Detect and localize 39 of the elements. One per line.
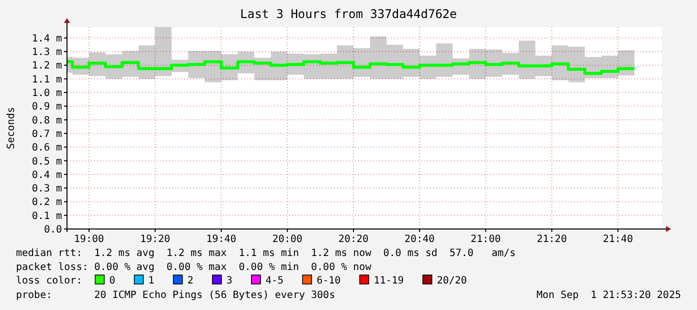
text: packet loss: 0.00 % avg 0.00 % max 0.00 % min 0.00 % now: [16, 262, 372, 273]
text: probe: 20 ICMP Echo Pings (56 Bytes) every 300s: [16, 290, 336, 301]
y-axis-title: Seconds: [6, 106, 17, 150]
chart-title: Last 3 Hours from 337da44d762e: [240, 7, 457, 21]
text: 6-10: [316, 276, 341, 286]
x-tick-label: 19:00: [74, 234, 104, 245]
text: Mon Sep 1 21:53:20 2025: [536, 290, 681, 301]
y-tick-label: 0.9 m: [32, 102, 62, 113]
y-tick-label: 0.6 m: [32, 142, 62, 154]
y-tick-label: 1.1 m: [32, 74, 62, 86]
x-tick-label: 21:40: [602, 234, 633, 245]
text: 4-5: [265, 276, 284, 286]
y-tick-label: 1.3 m: [32, 47, 62, 58]
x-tick-label: 21:00: [470, 234, 501, 245]
text: 3: [226, 276, 232, 286]
x-tick-label: 19:20: [140, 234, 170, 245]
text: 0: [109, 276, 116, 286]
y-tick-label: 0.5 m: [32, 156, 62, 168]
x-tick-label: 20:00: [272, 234, 302, 245]
text: median rtt: 1.2 ms avg 1.2 ms max 1.1 ms min 1.2 ms now 0.0 ms sd 57.0 am/s: [16, 248, 516, 259]
x-tick-label: 21:20: [536, 234, 567, 245]
y-tick-label: 0.7 m: [32, 128, 62, 140]
text: 1: [148, 276, 154, 286]
x-tick-label: 20:20: [338, 234, 369, 245]
text: 2: [187, 276, 194, 286]
y-tick-label: 0.4 m: [32, 170, 62, 181]
y-tick-label: 0.2 m: [32, 197, 62, 208]
y-tick-label: 0.1 m: [32, 210, 62, 222]
text: 20/20: [436, 276, 467, 286]
x-tick-label: 20:40: [404, 234, 435, 245]
x-tick-label: 19:40: [206, 234, 236, 245]
y-tick-label: 0.0: [44, 224, 62, 236]
y-tick-label: 1.2 m: [32, 60, 62, 72]
text: 11-19: [374, 276, 404, 286]
y-tick-label: 1.4 m: [32, 33, 62, 44]
y-tick-label: 0.8 m: [32, 115, 62, 126]
y-tick-label: 1.0 m: [32, 88, 62, 100]
y-tick-label: 0.3 m: [32, 184, 62, 195]
text: loss color:: [16, 276, 82, 286]
